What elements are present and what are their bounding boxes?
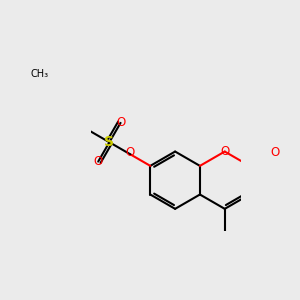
Text: CH₃: CH₃ xyxy=(31,69,49,79)
Text: O: O xyxy=(125,146,134,159)
Text: O: O xyxy=(221,145,230,158)
Text: O: O xyxy=(270,146,279,159)
Text: O: O xyxy=(116,116,125,129)
Text: O: O xyxy=(94,155,103,168)
Text: S: S xyxy=(104,135,114,149)
